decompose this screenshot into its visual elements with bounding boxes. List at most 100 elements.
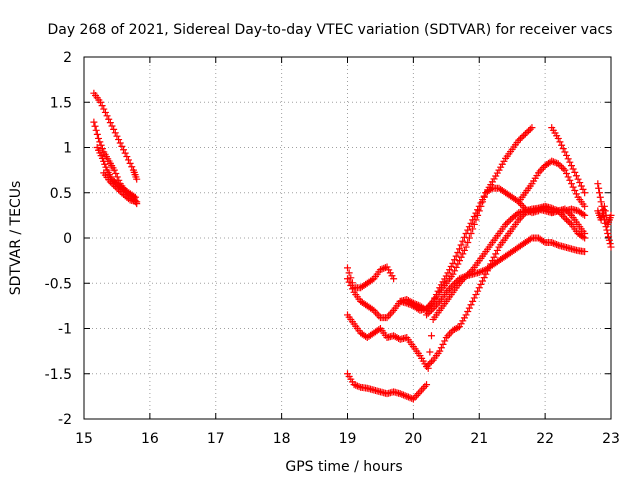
data-point-interp bbox=[128, 163, 136, 171]
data-point-interp bbox=[418, 386, 426, 394]
data-point-interp bbox=[605, 233, 613, 241]
data-point-interp bbox=[439, 278, 447, 286]
y-tick-label: -0.5 bbox=[45, 276, 72, 292]
data-point-interp bbox=[492, 250, 500, 258]
data-point-interp bbox=[427, 358, 435, 366]
data-point-interp bbox=[465, 234, 473, 242]
data-point-interp bbox=[100, 105, 108, 113]
data-point-interp bbox=[523, 128, 531, 136]
data-point-interp bbox=[447, 263, 455, 271]
data-point bbox=[383, 314, 391, 322]
data-point-interp bbox=[556, 161, 564, 169]
data-point-interp bbox=[472, 216, 480, 224]
data-point-interp bbox=[121, 149, 129, 157]
series-s12 bbox=[515, 157, 589, 210]
data-point-interp bbox=[564, 173, 572, 181]
data-point-interp bbox=[549, 158, 557, 166]
data-point-interp bbox=[543, 204, 551, 212]
data-point bbox=[502, 220, 510, 228]
data-point bbox=[449, 281, 457, 289]
data-point-interp bbox=[525, 127, 533, 135]
x-tick-label: 15 bbox=[75, 431, 93, 447]
data-point-interp bbox=[446, 330, 454, 338]
data-point-interp bbox=[398, 390, 406, 398]
data-point-interp bbox=[120, 146, 128, 154]
data-point-interp bbox=[451, 256, 459, 264]
data-point-interp bbox=[564, 217, 572, 225]
data-point-interp bbox=[465, 304, 473, 312]
data-point-interp bbox=[454, 260, 462, 268]
data-point-interp bbox=[92, 126, 100, 134]
data-point-interp bbox=[432, 301, 440, 309]
data-point-interp bbox=[113, 173, 121, 181]
data-point bbox=[449, 270, 457, 278]
data-point-interp bbox=[111, 183, 119, 191]
data-point-interp bbox=[452, 325, 460, 332]
data-point-interp bbox=[579, 233, 587, 241]
data-point bbox=[567, 180, 575, 188]
data-point-interp bbox=[347, 274, 355, 282]
data-point-interp bbox=[474, 211, 482, 219]
data-point-interp bbox=[477, 280, 485, 288]
data-point bbox=[528, 124, 536, 132]
data-point-interp bbox=[353, 382, 361, 390]
data-point bbox=[455, 275, 463, 283]
data-point-interp bbox=[467, 219, 475, 227]
data-point-interp bbox=[538, 165, 546, 173]
data-point bbox=[604, 229, 612, 237]
data-point-interp bbox=[539, 237, 547, 245]
data-point-interp bbox=[459, 250, 467, 258]
data-point bbox=[98, 154, 106, 162]
data-point bbox=[113, 184, 121, 192]
data-point-interp bbox=[91, 122, 99, 130]
data-point-interp bbox=[459, 317, 467, 325]
data-point-interp bbox=[424, 364, 432, 372]
data-point-interp bbox=[406, 301, 414, 309]
y-tick-label: 0.5 bbox=[50, 186, 72, 202]
data-point-interp bbox=[576, 179, 584, 187]
data-point-interp bbox=[426, 359, 434, 367]
x-tick-label: 21 bbox=[470, 431, 488, 447]
data-point bbox=[455, 323, 463, 331]
y-tick-label: -1 bbox=[58, 322, 72, 338]
data-point bbox=[376, 266, 384, 274]
data-point bbox=[554, 134, 562, 142]
data-point bbox=[403, 392, 411, 400]
data-point-interp bbox=[493, 246, 501, 254]
data-point bbox=[567, 162, 575, 170]
data-point-interp bbox=[579, 185, 587, 193]
data-point-interp bbox=[378, 265, 386, 273]
data-point-interp bbox=[451, 267, 459, 275]
data-point-interp bbox=[96, 138, 104, 146]
data-point-interp bbox=[124, 156, 132, 164]
data-point-interp bbox=[474, 287, 482, 295]
data-point-interp bbox=[559, 165, 567, 173]
data-point bbox=[548, 157, 556, 165]
data-point bbox=[110, 166, 118, 174]
data-point-interp bbox=[505, 217, 513, 225]
y-axis-label: SDTVAR / TECUs bbox=[8, 181, 24, 296]
data-point-interp bbox=[595, 184, 603, 192]
data-point-interp bbox=[459, 237, 467, 245]
data-point-interp bbox=[451, 279, 459, 287]
data-point-interp bbox=[408, 394, 416, 402]
data-point-interp bbox=[106, 119, 114, 127]
data-point-interp bbox=[546, 207, 554, 215]
data-point bbox=[475, 284, 483, 292]
data-point-interp bbox=[526, 235, 534, 243]
data-point-interp bbox=[563, 216, 571, 224]
data-point-interp bbox=[601, 207, 609, 215]
data-point bbox=[581, 234, 589, 242]
data-point-interp bbox=[101, 160, 109, 168]
data-point-interp bbox=[424, 309, 432, 317]
data-point-interp bbox=[388, 308, 396, 316]
data-point bbox=[133, 175, 141, 183]
data-point bbox=[561, 166, 569, 174]
data-point-interp bbox=[487, 185, 495, 193]
data-point-interp bbox=[551, 240, 559, 248]
x-axis-label: GPS time / hours bbox=[285, 459, 402, 475]
data-point-interp bbox=[452, 263, 460, 271]
data-point-interp bbox=[464, 308, 472, 316]
data-point-interp bbox=[526, 125, 534, 133]
data-point-interp bbox=[426, 348, 434, 356]
